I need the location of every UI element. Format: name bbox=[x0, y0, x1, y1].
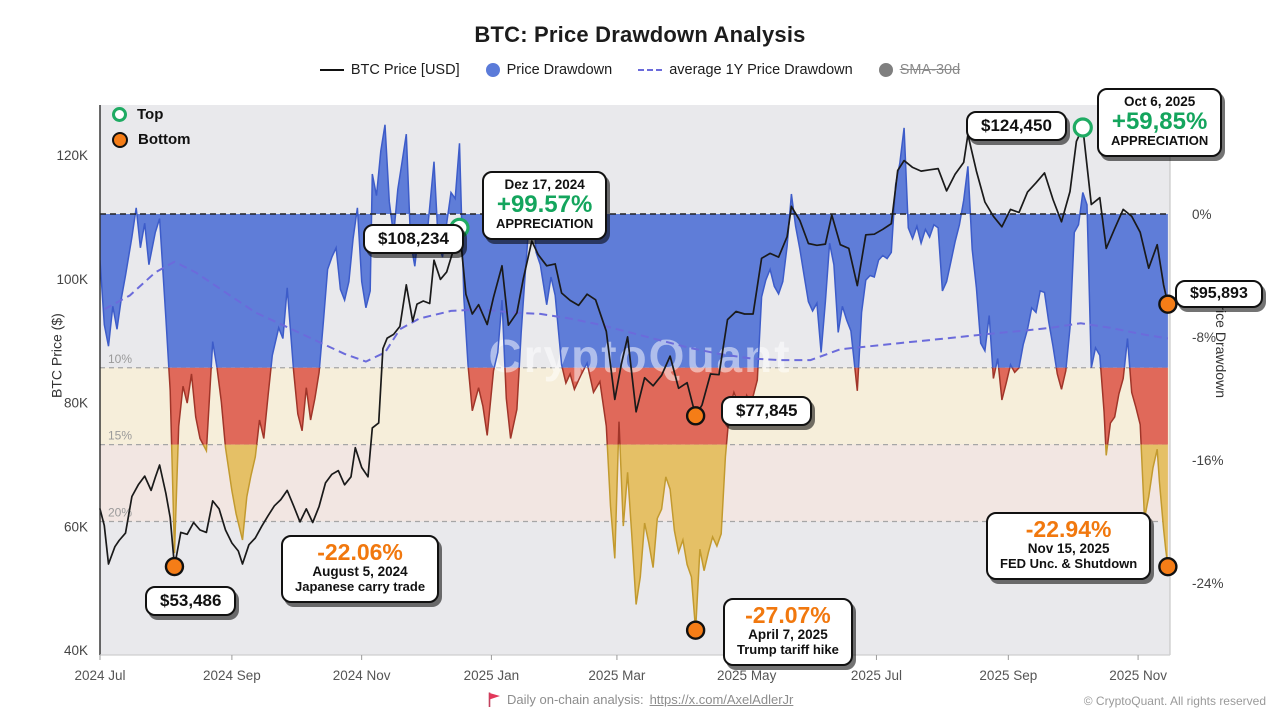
svg-text:-16%: -16% bbox=[1192, 453, 1224, 468]
dashed-line-swatch-icon bbox=[638, 69, 663, 71]
svg-text:20%: 20% bbox=[108, 506, 132, 520]
watermark: CryptoQuant bbox=[488, 330, 791, 382]
svg-text:2025 Jan: 2025 Jan bbox=[464, 668, 520, 683]
bottom-marker[interactable] bbox=[685, 620, 706, 640]
page-title: BTC: Price Drawdown Analysis bbox=[474, 22, 806, 47]
analyst-link[interactable]: https://x.com/AxelAdlerJr bbox=[649, 692, 794, 707]
svg-text:2025 Mar: 2025 Mar bbox=[588, 668, 646, 683]
svg-text:10%: 10% bbox=[108, 352, 132, 366]
svg-text:0%: 0% bbox=[1192, 207, 1212, 222]
top-marker-icon bbox=[112, 107, 127, 122]
svg-text:40K: 40K bbox=[64, 643, 88, 658]
marker-legend: Top Bottom bbox=[112, 106, 191, 148]
footer-copyright: © CryptoQuant. All rights reserved bbox=[1083, 694, 1266, 708]
annotation-top-dec17: Dez 17, 2024 +99.57% APPRECIATION bbox=[482, 171, 608, 240]
marker-legend-top: Top bbox=[112, 106, 191, 123]
annotation-bottom-apr7: -27.07% April 7, 2025 Trump tariff hike bbox=[723, 598, 853, 666]
svg-text:15%: 15% bbox=[108, 429, 132, 443]
bottom-marker[interactable] bbox=[1158, 557, 1178, 577]
svg-text:2025 May: 2025 May bbox=[717, 668, 777, 683]
legend-item-price-drawdown[interactable]: Price Drawdown bbox=[485, 62, 612, 78]
bottom-marker[interactable] bbox=[164, 556, 185, 577]
gray-dot-swatch-icon bbox=[878, 63, 893, 77]
annotation-bottom-aug5: -22.06% August 5, 2024 Japanese carry tr… bbox=[281, 535, 440, 603]
annotation-top-oct6: Oct 6, 2025 +59,85% APPRECIATION bbox=[1097, 88, 1223, 157]
top-marker[interactable] bbox=[1072, 117, 1093, 138]
chart-legend: BTC Price [USD] Price Drawdown average 1… bbox=[0, 62, 1280, 78]
price-tag-dec17: $108,234 bbox=[363, 224, 464, 254]
svg-text:2024 Nov: 2024 Nov bbox=[333, 668, 391, 683]
price-tag-aug5: $53,486 bbox=[145, 586, 237, 616]
svg-text:2025 Jul: 2025 Jul bbox=[851, 668, 902, 683]
annotation-bottom-nov15: -22.94% Nov 15, 2025 FED Unc. & Shutdown bbox=[986, 512, 1152, 580]
drawdown-axis-title: Price Drawdown bbox=[1213, 296, 1230, 398]
black-line-swatch-icon bbox=[319, 69, 344, 71]
svg-text:2025 Nov: 2025 Nov bbox=[1109, 668, 1167, 683]
bottom-marker[interactable] bbox=[685, 406, 706, 426]
legend-item-btc-price[interactable]: BTC Price [USD] bbox=[319, 62, 460, 78]
svg-text:2024 Jul: 2024 Jul bbox=[74, 668, 125, 683]
price-axis-title: BTC Price ($) bbox=[48, 313, 65, 398]
price-tag-oct6: $124,450 bbox=[966, 111, 1067, 141]
svg-text:2024 Sep: 2024 Sep bbox=[203, 668, 261, 683]
legend-item-average-drawdown[interactable]: average 1Y Price Drawdown bbox=[638, 62, 853, 78]
price-tag-current: $95,893 bbox=[1175, 280, 1263, 308]
marker-legend-bottom: Bottom bbox=[112, 131, 191, 148]
svg-text:120K: 120K bbox=[56, 148, 88, 163]
bottom-marker[interactable] bbox=[1158, 294, 1178, 314]
svg-text:80K: 80K bbox=[64, 396, 88, 411]
bottom-marker-icon bbox=[112, 131, 128, 148]
price-tag-apr7: $77,845 bbox=[721, 396, 813, 426]
footer-analysis: Daily on-chain analysis: https://x.com/A… bbox=[488, 692, 793, 707]
svg-text:100K: 100K bbox=[56, 272, 88, 287]
svg-text:2025 Sep: 2025 Sep bbox=[979, 668, 1037, 683]
svg-text:60K: 60K bbox=[64, 519, 88, 534]
flag-icon bbox=[488, 692, 500, 707]
legend-item-sma30d[interactable]: SMA-30d bbox=[878, 62, 960, 78]
blue-dot-swatch-icon bbox=[485, 63, 500, 77]
svg-text:-8%: -8% bbox=[1192, 330, 1216, 345]
svg-text:-24%: -24% bbox=[1192, 576, 1224, 591]
